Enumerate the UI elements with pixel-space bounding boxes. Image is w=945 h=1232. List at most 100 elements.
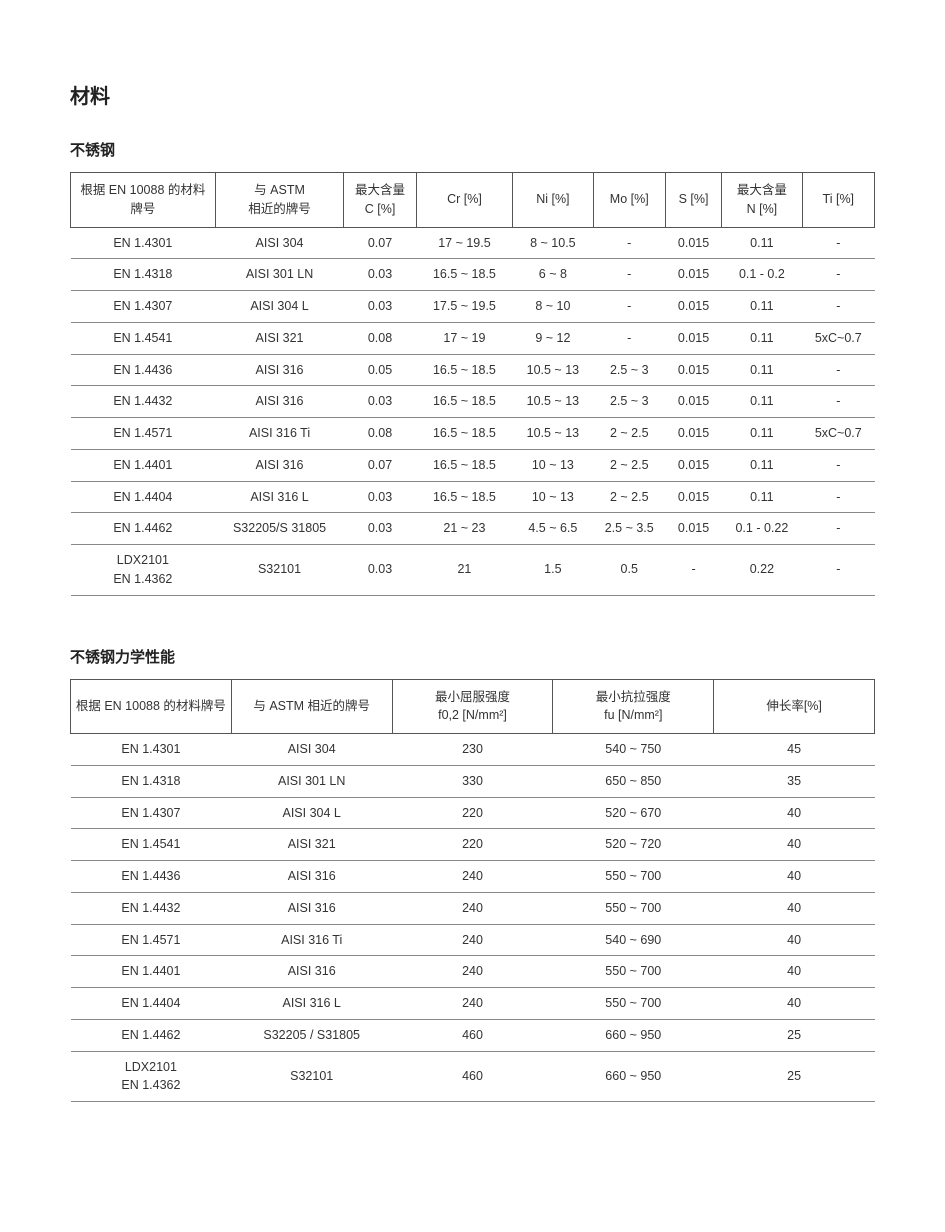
cell-ni: 8 ~ 10 — [513, 291, 593, 323]
cell-ti: - — [802, 259, 874, 291]
cell-en-grade: EN 1.4436 — [71, 861, 232, 893]
table-row: EN 1.4462S32205 / S31805460660 ~ 95025 — [71, 1019, 875, 1051]
cell-yield: 240 — [392, 956, 553, 988]
cell-c: 0.03 — [344, 291, 416, 323]
table-row: EN 1.4401AISI 3160.0716.5 ~ 18.510 ~ 132… — [71, 449, 875, 481]
col2-tensile: 最小抗拉强度 fu [N/mm²] — [553, 679, 714, 734]
table-row: EN 1.4404AISI 316 L240550 ~ 70040 — [71, 988, 875, 1020]
table-row: EN 1.4436AISI 3160.0516.5 ~ 18.510.5 ~ 1… — [71, 354, 875, 386]
cell-ti: - — [802, 481, 874, 513]
table-mechanical-props: 根据 EN 10088 的材料牌号 与 ASTM 相近的牌号 最小屈服强度 f0… — [70, 679, 875, 1103]
cell-n: 0.1 - 0.22 — [722, 513, 802, 545]
cell-yield: 240 — [392, 861, 553, 893]
cell-astm: AISI 316 — [231, 956, 392, 988]
table-row: EN 1.4462S32205/S 318050.0321 ~ 234.5 ~ … — [71, 513, 875, 545]
cell-tensile: 650 ~ 850 — [553, 765, 714, 797]
cell-mo: - — [593, 322, 665, 354]
cell-astm: AISI 301 LN — [215, 259, 344, 291]
cell-astm: AISI 316 — [215, 386, 344, 418]
table-row: EN 1.4401AISI 316240550 ~ 70040 — [71, 956, 875, 988]
cell-s: 0.015 — [665, 449, 721, 481]
cell-ni: 10.5 ~ 13 — [513, 418, 593, 450]
cell-s: 0.015 — [665, 513, 721, 545]
cell-ni: 10 ~ 13 — [513, 481, 593, 513]
cell-en-grade: EN 1.4436 — [71, 354, 216, 386]
cell-ni: 1.5 — [513, 545, 593, 596]
cell-cr: 16.5 ~ 18.5 — [416, 481, 512, 513]
cell-mo: 2 ~ 2.5 — [593, 449, 665, 481]
cell-astm: S32101 — [231, 1051, 392, 1102]
cell-tensile: 550 ~ 700 — [553, 988, 714, 1020]
cell-en-grade: LDX2101 EN 1.4362 — [71, 1051, 232, 1102]
cell-s: 0.015 — [665, 291, 721, 323]
cell-ti: - — [802, 449, 874, 481]
col2-yield: 最小屈服强度 f0,2 [N/mm²] — [392, 679, 553, 734]
cell-astm: AISI 316 L — [215, 481, 344, 513]
table-row: EN 1.4307AISI 304 L0.0317.5 ~ 19.58 ~ 10… — [71, 291, 875, 323]
table-row: EN 1.4432AISI 316240550 ~ 70040 — [71, 892, 875, 924]
cell-astm: AISI 321 — [231, 829, 392, 861]
cell-mo: 2.5 ~ 3 — [593, 386, 665, 418]
cell-ti: 5xC~0.7 — [802, 418, 874, 450]
cell-s: 0.015 — [665, 481, 721, 513]
cell-mo: - — [593, 227, 665, 259]
cell-ni: 9 ~ 12 — [513, 322, 593, 354]
col-en-grade: 根据 EN 10088 的材料牌号 — [71, 173, 216, 228]
cell-c: 0.07 — [344, 227, 416, 259]
cell-c: 0.08 — [344, 418, 416, 450]
cell-en-grade: LDX2101 EN 1.4362 — [71, 545, 216, 596]
table-row: EN 1.4571AISI 316 Ti240540 ~ 69040 — [71, 924, 875, 956]
cell-tensile: 660 ~ 950 — [553, 1051, 714, 1102]
cell-astm: AISI 316 — [231, 861, 392, 893]
cell-c: 0.07 — [344, 449, 416, 481]
table2-body: EN 1.4301AISI 304230540 ~ 75045EN 1.4318… — [71, 734, 875, 1102]
cell-en-grade: EN 1.4401 — [71, 956, 232, 988]
cell-elong: 35 — [714, 765, 875, 797]
cell-yield: 460 — [392, 1051, 553, 1102]
table-row: EN 1.4301AISI 304230540 ~ 75045 — [71, 734, 875, 766]
cell-yield: 240 — [392, 892, 553, 924]
cell-tensile: 660 ~ 950 — [553, 1019, 714, 1051]
cell-ti: - — [802, 354, 874, 386]
cell-c: 0.03 — [344, 386, 416, 418]
table1-title: 不锈钢 — [70, 139, 875, 160]
cell-tensile: 520 ~ 720 — [553, 829, 714, 861]
cell-elong: 25 — [714, 1019, 875, 1051]
cell-elong: 40 — [714, 861, 875, 893]
table2-head: 根据 EN 10088 的材料牌号 与 ASTM 相近的牌号 最小屈服强度 f0… — [71, 679, 875, 734]
cell-astm: S32205 / S31805 — [231, 1019, 392, 1051]
cell-n: 0.11 — [722, 449, 802, 481]
cell-mo: 2 ~ 2.5 — [593, 418, 665, 450]
page-title: 材料 — [70, 80, 875, 109]
cell-en-grade: EN 1.4301 — [71, 734, 232, 766]
cell-astm: AISI 301 LN — [231, 765, 392, 797]
cell-n: 0.11 — [722, 322, 802, 354]
cell-en-grade: EN 1.4541 — [71, 829, 232, 861]
cell-c: 0.08 — [344, 322, 416, 354]
cell-astm: AISI 316 L — [231, 988, 392, 1020]
cell-en-grade: EN 1.4432 — [71, 892, 232, 924]
table1-head: 根据 EN 10088 的材料牌号 与 ASTM 相近的牌号 最大含量 C [%… — [71, 173, 875, 228]
cell-c: 0.03 — [344, 545, 416, 596]
cell-s: 0.015 — [665, 418, 721, 450]
cell-astm: AISI 316 — [215, 354, 344, 386]
cell-cr: 16.5 ~ 18.5 — [416, 386, 512, 418]
cell-s: 0.015 — [665, 386, 721, 418]
cell-ti: - — [802, 227, 874, 259]
cell-ni: 4.5 ~ 6.5 — [513, 513, 593, 545]
col-ni: Ni [%] — [513, 173, 593, 228]
cell-en-grade: EN 1.4571 — [71, 924, 232, 956]
col-cr: Cr [%] — [416, 173, 512, 228]
cell-elong: 40 — [714, 892, 875, 924]
cell-en-grade: EN 1.4307 — [71, 291, 216, 323]
table-row: EN 1.4436AISI 316240550 ~ 70040 — [71, 861, 875, 893]
cell-cr: 17.5 ~ 19.5 — [416, 291, 512, 323]
cell-mo: 2 ~ 2.5 — [593, 481, 665, 513]
cell-s: 0.015 — [665, 322, 721, 354]
cell-tensile: 540 ~ 750 — [553, 734, 714, 766]
table-row: EN 1.4307AISI 304 L220520 ~ 67040 — [71, 797, 875, 829]
section-mechanical-props: 不锈钢力学性能 根据 EN 10088 的材料牌号 与 ASTM 相近的牌号 最… — [70, 646, 875, 1103]
cell-tensile: 550 ~ 700 — [553, 861, 714, 893]
cell-cr: 17 ~ 19 — [416, 322, 512, 354]
table-row: EN 1.4541AISI 321220520 ~ 72040 — [71, 829, 875, 861]
